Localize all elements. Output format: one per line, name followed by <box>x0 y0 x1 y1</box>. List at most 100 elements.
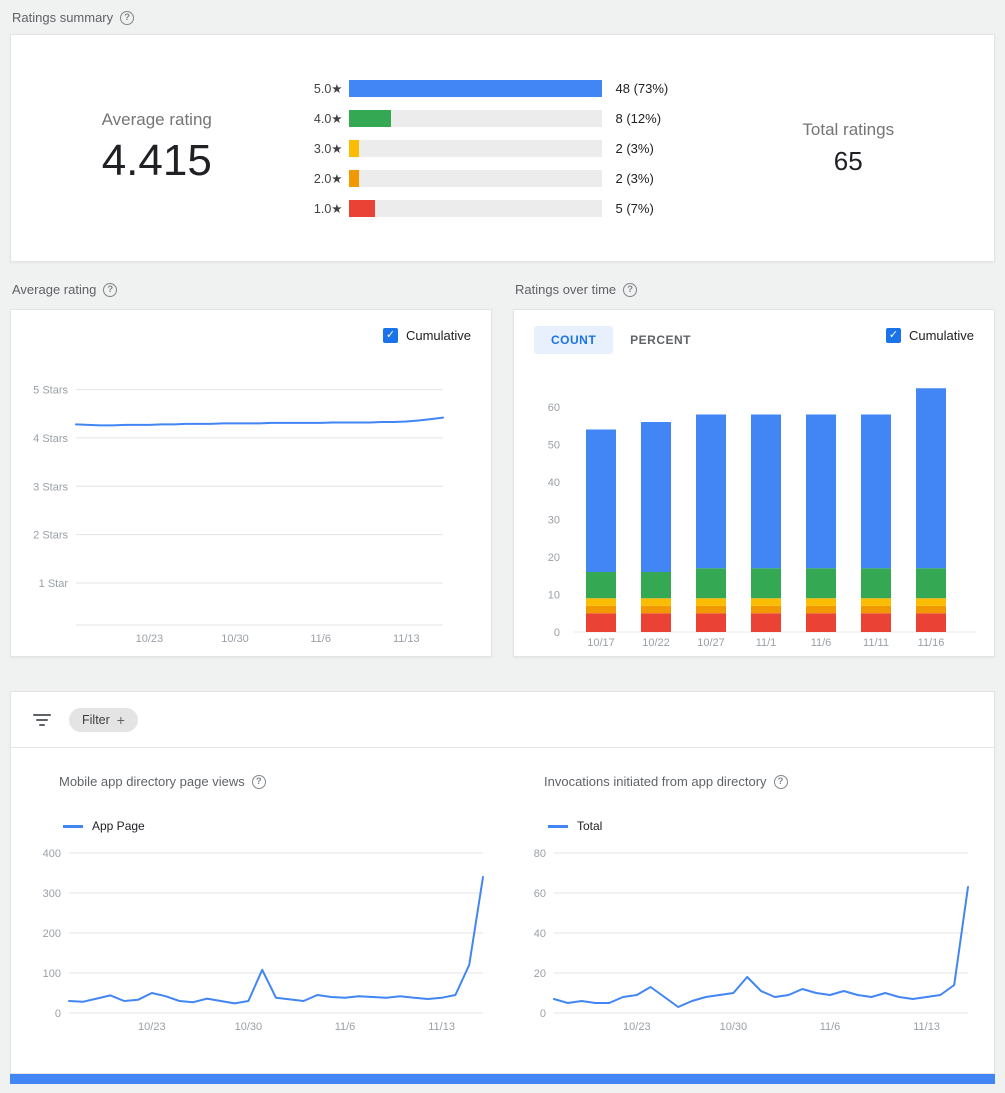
ratings-over-time-chart: 0 10 20 30 40 50 60 10/17 10/22 10/27 11/1 11/6 11/1… <box>548 388 976 649</box>
svg-text:40: 40 <box>548 477 560 489</box>
rating-bar-fill <box>348 169 360 187</box>
page-views-column: Mobile app directory page views ? App Pa… <box>31 748 491 1051</box>
invocations-legend: Total <box>548 819 976 833</box>
ratings-over-time-section-title: Ratings over time <box>515 282 617 297</box>
svg-text:11/6: 11/6 <box>820 1021 841 1033</box>
svg-text:11/13: 11/13 <box>913 1021 940 1033</box>
checkbox-checked-icon: ✓ <box>382 328 398 343</box>
cumulative-label: Cumulative <box>405 328 471 343</box>
rating-bar-row: 3.0★ 2 (3%) <box>303 139 703 157</box>
rating-label: 4.0 <box>313 111 332 126</box>
svg-text:2 Stars: 2 Stars <box>33 530 68 542</box>
cumulative-checkbox[interactable]: ✓ Cumulative <box>382 328 471 343</box>
average-rating-card: 5 Stars 4 Stars 3 Stars 2 Stars 1 Star 10/23 1… <box>10 309 492 657</box>
plus-icon: + <box>116 711 125 728</box>
ratings-over-time-section-label: Ratings over time ? <box>513 282 995 297</box>
legend-line-icon <box>63 824 83 828</box>
svg-text:10/23: 10/23 <box>623 1021 651 1033</box>
page-views-title: Mobile app directory page views <box>59 774 245 789</box>
help-icon[interactable]: ? <box>773 774 788 789</box>
svg-text:10/23: 10/23 <box>138 1021 166 1033</box>
tab-count[interactable]: COUNT <box>534 326 614 354</box>
tab-percent[interactable]: PERCENT <box>630 333 692 347</box>
svg-text:11/6: 11/6 <box>310 633 331 645</box>
rating-count: 2 (3%) <box>615 170 654 186</box>
filter-bar: Filter + <box>11 692 994 748</box>
svg-text:400: 400 <box>43 848 61 860</box>
svg-text:10/30: 10/30 <box>720 1021 748 1033</box>
svg-text:50: 50 <box>548 440 560 452</box>
svg-text:11/11: 11/11 <box>863 637 889 649</box>
rating-label: 1.0 <box>313 201 332 216</box>
cumulative-checkbox[interactable]: ✓ Cumulative <box>885 328 974 343</box>
rating-bar-fill <box>348 199 375 217</box>
rating-bar-row: 2.0★ 2 (3%) <box>303 169 703 187</box>
star-icon: ★ <box>331 171 343 186</box>
rating-bar-track <box>348 79 602 97</box>
svg-text:4 Stars: 4 Stars <box>33 433 68 445</box>
svg-text:40: 40 <box>534 928 546 940</box>
svg-text:10/30: 10/30 <box>235 1021 263 1033</box>
svg-text:3 Stars: 3 Stars <box>33 481 68 493</box>
ratings-summary-card: Average rating 4.415 5.0★ 48 (73%) 4.0★ … <box>10 34 995 262</box>
svg-text:11/13: 11/13 <box>428 1021 455 1033</box>
charts-row: 5 Stars 4 Stars 3 Stars 2 Stars 1 Star 10/23 1… <box>10 309 995 657</box>
checkbox-checked-icon: ✓ <box>885 328 901 343</box>
svg-text:11/6: 11/6 <box>811 637 832 649</box>
svg-text:10/17: 10/17 <box>587 637 615 649</box>
average-rating-value: 4.415 <box>101 136 212 185</box>
svg-text:11/1: 11/1 <box>756 637 777 649</box>
svg-text:10/30: 10/30 <box>221 633 249 645</box>
rating-label: 3.0 <box>313 141 332 156</box>
rating-count: 5 (7%) <box>615 200 654 216</box>
rating-distribution: 5.0★ 48 (73%) 4.0★ 8 (12%) 3.0★ 2 (3%) 2… <box>303 79 703 217</box>
svg-text:1 Star: 1 Star <box>39 578 69 590</box>
average-rating-section-label: Average rating ? <box>10 282 492 297</box>
chart-section-labels: Average rating ? Ratings over time ? <box>10 282 995 297</box>
help-icon[interactable]: ? <box>103 282 118 297</box>
filter-list-icon[interactable] <box>33 713 51 726</box>
rating-bar-row: 1.0★ 5 (7%) <box>303 199 703 217</box>
help-icon[interactable]: ? <box>251 774 266 789</box>
help-icon[interactable]: ? <box>120 10 135 25</box>
rating-bar-track <box>348 199 602 217</box>
svg-text:30: 30 <box>548 515 560 527</box>
total-ratings-block: Total ratings 65 <box>703 120 995 177</box>
help-icon[interactable]: ? <box>623 282 638 297</box>
cumulative-label: Cumulative <box>908 328 974 343</box>
legend-label: App Page <box>92 819 145 833</box>
svg-text:200: 200 <box>43 928 61 940</box>
rating-bar-row: 5.0★ 48 (73%) <box>303 79 703 97</box>
svg-text:11/13: 11/13 <box>393 633 420 645</box>
page-views-section-label: Mobile app directory page views ? <box>59 774 491 789</box>
svg-text:11/6: 11/6 <box>335 1021 356 1033</box>
star-icon: ★ <box>331 111 343 126</box>
total-ratings-value: 65 <box>833 145 863 176</box>
svg-text:20: 20 <box>548 552 560 564</box>
invocations-column: Invocations initiated from app directory… <box>516 748 976 1051</box>
average-rating-label: Average rating <box>101 110 212 129</box>
rating-bar-fill <box>348 109 391 127</box>
svg-text:11/16: 11/16 <box>918 637 945 649</box>
invocations-title: Invocations initiated from app directory <box>544 774 767 789</box>
svg-text:300: 300 <box>43 888 61 900</box>
ratings-over-time-card: 0 10 20 30 40 50 60 10/17 10/22 10/27 11/1 11/6 11/1… <box>513 309 995 657</box>
filter-chip[interactable]: Filter + <box>69 707 138 732</box>
legend-line-icon <box>548 824 568 828</box>
ratings-over-time-tabs: COUNT PERCENT <box>534 326 708 354</box>
star-icon: ★ <box>331 81 343 96</box>
bottom-blue-bar <box>10 1074 995 1084</box>
rating-bar-fill <box>348 139 360 157</box>
page-views-chart: 0 100 200 300 400 10/23 10/30 11/6 11/13 <box>43 848 484 1033</box>
rating-bar-track <box>348 109 602 127</box>
rating-bar-track <box>348 169 602 187</box>
rating-count: 8 (12%) <box>615 110 662 126</box>
svg-text:100: 100 <box>43 968 61 980</box>
svg-text:60: 60 <box>534 888 546 900</box>
svg-text:10/23: 10/23 <box>136 633 164 645</box>
invocations-section-label: Invocations initiated from app directory… <box>544 774 976 789</box>
ratings-summary-title: Ratings summary <box>12 10 114 25</box>
directory-metrics-card: Filter + Mobile app directory page views… <box>10 691 995 1074</box>
svg-text:10/22: 10/22 <box>642 637 670 649</box>
